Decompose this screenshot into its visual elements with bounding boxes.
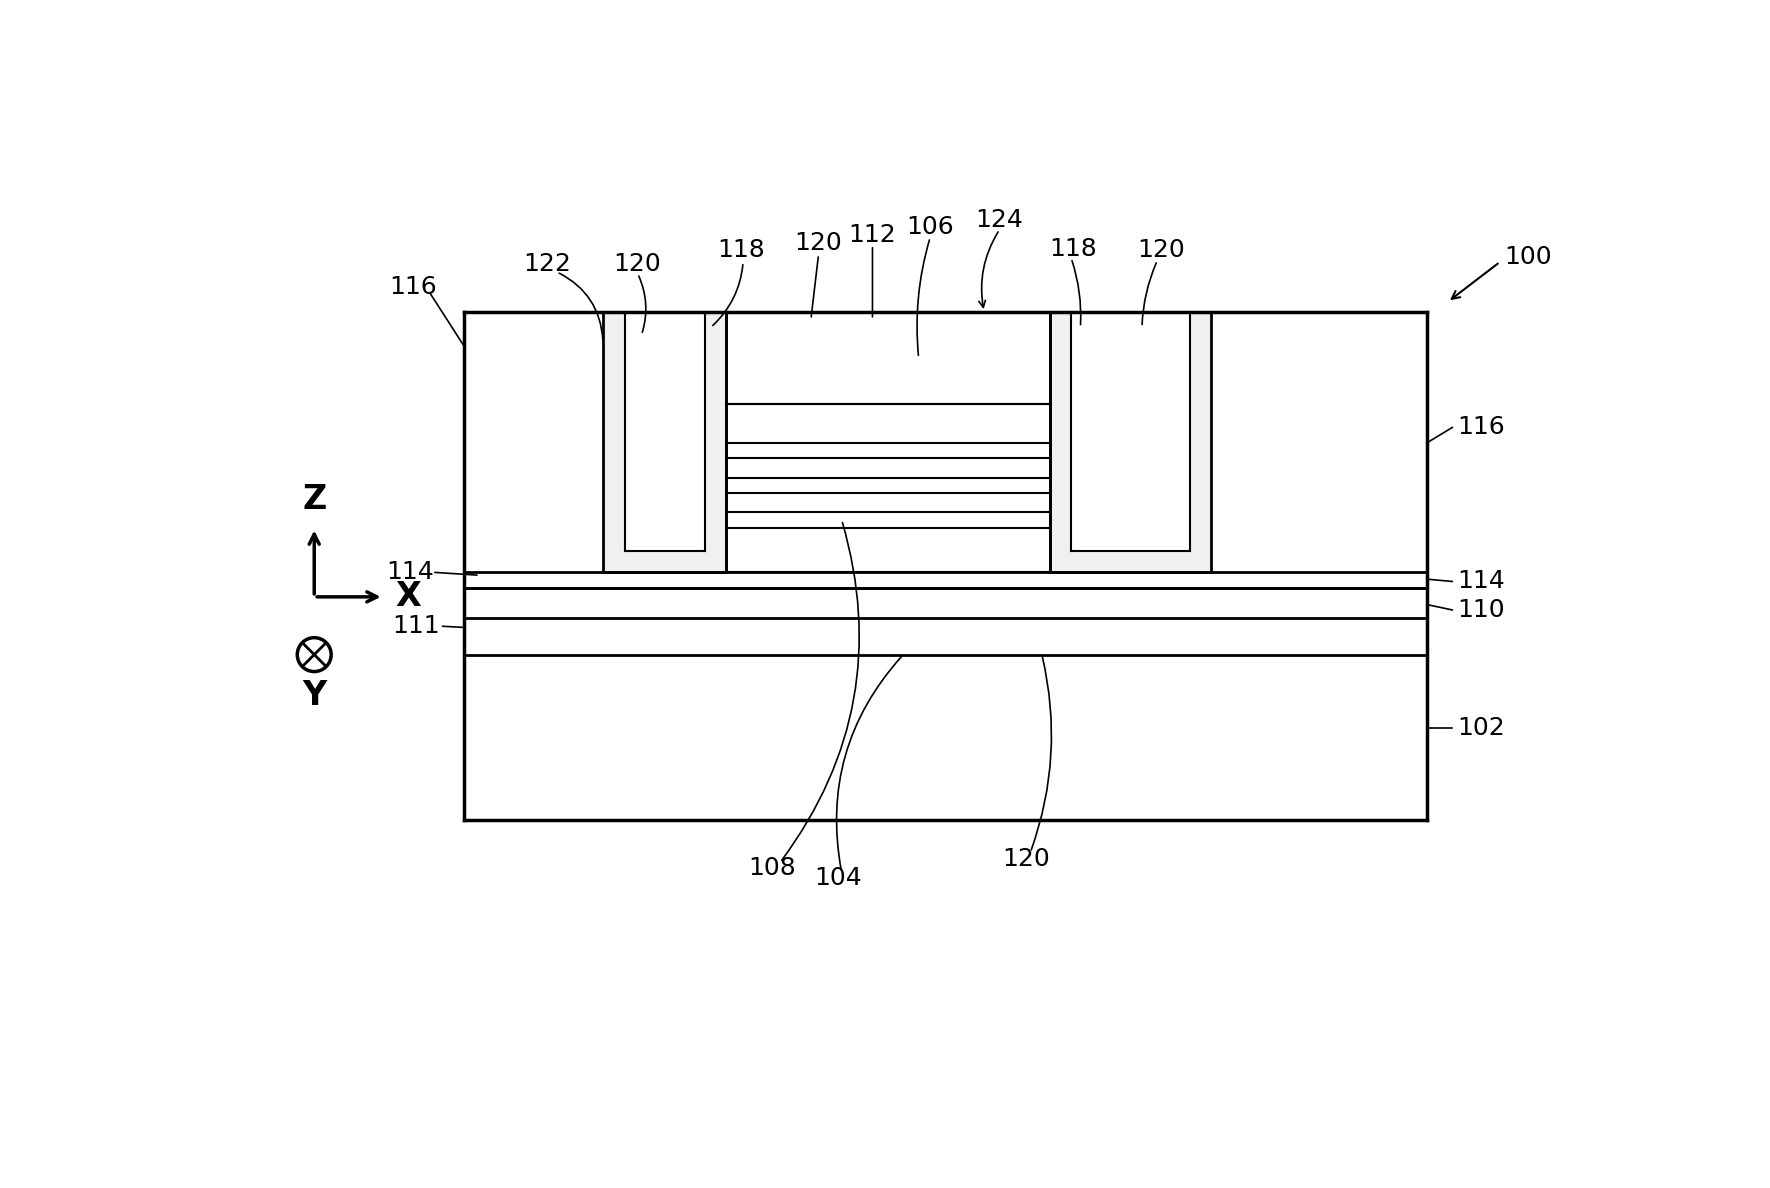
Bar bbox=[464, 573, 1427, 588]
Bar bbox=[726, 312, 1050, 404]
Text: 118: 118 bbox=[717, 239, 765, 263]
Bar bbox=[464, 655, 1427, 820]
Text: 124: 124 bbox=[975, 208, 1023, 232]
Bar bbox=[1071, 551, 1189, 573]
Text: Z: Z bbox=[303, 484, 326, 516]
Bar bbox=[726, 512, 1050, 527]
Text: 120: 120 bbox=[614, 252, 662, 277]
Text: X: X bbox=[395, 581, 421, 613]
Bar bbox=[464, 588, 1427, 619]
Bar bbox=[1050, 312, 1211, 573]
Text: Y: Y bbox=[303, 680, 326, 713]
Bar bbox=[1189, 312, 1211, 573]
Text: 111: 111 bbox=[393, 614, 439, 638]
Text: 102: 102 bbox=[1458, 715, 1506, 740]
Text: 104: 104 bbox=[814, 866, 862, 890]
Bar bbox=[726, 527, 1050, 573]
Text: 110: 110 bbox=[1458, 598, 1504, 623]
Text: 106: 106 bbox=[906, 215, 954, 239]
Bar bbox=[464, 312, 1427, 573]
Text: 112: 112 bbox=[848, 223, 896, 247]
Text: 114: 114 bbox=[1458, 569, 1506, 594]
Bar bbox=[726, 493, 1050, 512]
Text: 114: 114 bbox=[386, 561, 434, 584]
Text: 100: 100 bbox=[1504, 245, 1552, 268]
Bar bbox=[604, 312, 625, 573]
Text: 118: 118 bbox=[1050, 236, 1097, 261]
Bar bbox=[704, 312, 726, 573]
Text: 120: 120 bbox=[1138, 239, 1186, 263]
Bar bbox=[726, 404, 1050, 443]
Text: 120: 120 bbox=[795, 230, 843, 254]
Bar bbox=[1071, 312, 1189, 551]
Bar bbox=[625, 551, 704, 573]
Bar bbox=[726, 459, 1050, 478]
Text: 108: 108 bbox=[749, 855, 796, 880]
Text: 116: 116 bbox=[1458, 416, 1506, 440]
Text: 122: 122 bbox=[524, 252, 572, 277]
Text: 116: 116 bbox=[389, 276, 437, 299]
Bar bbox=[726, 443, 1050, 459]
Bar bbox=[1050, 312, 1071, 573]
Bar bbox=[464, 619, 1427, 655]
Bar bbox=[726, 312, 1050, 573]
Bar bbox=[625, 312, 704, 551]
Bar bbox=[604, 312, 726, 573]
Bar bbox=[726, 478, 1050, 493]
Text: 120: 120 bbox=[1002, 847, 1050, 871]
